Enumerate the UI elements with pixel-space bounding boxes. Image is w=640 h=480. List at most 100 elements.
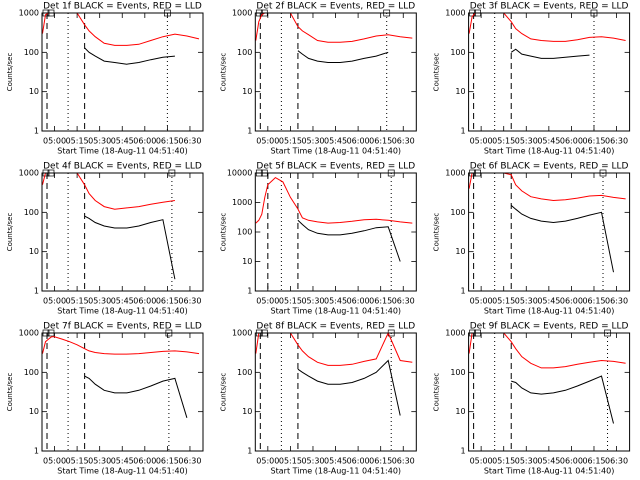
y-axis-label: Counts/sec <box>433 53 441 92</box>
x-tick-label: 05:45 <box>111 297 134 306</box>
y-tick-label: 1 <box>34 127 39 136</box>
y-tick-label: 1000 <box>445 329 465 338</box>
y-axis-label: Counts/sec <box>6 213 14 252</box>
x-axis-label: Start Time (18-Aug-11 04:51:40) <box>484 467 615 476</box>
x-tick-label: 05:30 <box>515 137 538 146</box>
y-tick-label: 1000 <box>232 198 252 207</box>
series-line <box>42 336 200 355</box>
x-tick-label: 06:00 <box>347 457 370 466</box>
chart-title: Det 2f BLACK = Events, RED = LLD <box>256 2 415 12</box>
x-tick-label: 06:00 <box>560 297 583 306</box>
y-tick-label: 1000 <box>445 169 465 178</box>
y-tick-label: 10 <box>455 407 465 416</box>
x-axis-label: Start Time (18-Aug-11 04:51:40) <box>484 147 615 156</box>
y-tick-label: 10 <box>242 87 252 96</box>
y-tick-label: 100 <box>237 368 252 377</box>
x-tick-label: 05:45 <box>324 137 347 146</box>
x-tick-label: 05:15 <box>66 297 89 306</box>
x-tick-label: 06:00 <box>133 297 156 306</box>
x-axis-label: Start Time (18-Aug-11 04:51:40) <box>271 467 402 476</box>
x-tick-label: 06:15 <box>156 457 179 466</box>
x-tick-label: 05:30 <box>88 297 111 306</box>
x-tick-label: 05:15 <box>66 137 89 146</box>
y-tick-label: 100 <box>237 48 252 57</box>
x-tick-label: 05:30 <box>88 137 111 146</box>
x-tick-label: 06:30 <box>392 137 415 146</box>
series-line <box>84 215 176 280</box>
x-tick-label: 05:00 <box>470 297 493 306</box>
x-tick-label: 05:00 <box>470 457 493 466</box>
x-tick-label: 06:00 <box>347 297 370 306</box>
y-tick-label: 1 <box>34 287 39 296</box>
y-axis-label: Counts/sec <box>433 213 441 252</box>
y-tick-label: 100 <box>24 208 39 217</box>
y-tick-label: 10 <box>242 257 252 266</box>
x-tick-label: 05:00 <box>256 137 279 146</box>
x-tick-label: 06:30 <box>392 457 415 466</box>
chart-title: Det 9f BLACK = Events, RED = LLD <box>470 322 629 332</box>
x-tick-label: 05:15 <box>279 297 302 306</box>
plot-frame <box>41 332 204 452</box>
series-line <box>510 205 614 273</box>
y-tick-label: 100 <box>450 48 465 57</box>
x-axis-label: Start Time (18-Aug-11 04:51:40) <box>271 307 402 316</box>
x-tick-label: 05:00 <box>43 137 66 146</box>
y-axis-label: Counts/sec <box>6 53 14 92</box>
x-tick-label: 05:45 <box>111 457 134 466</box>
x-tick-label: 06:00 <box>347 137 370 146</box>
x-tick-label: 05:30 <box>301 297 324 306</box>
plot-frame <box>468 332 631 452</box>
x-tick-label: 06:15 <box>156 297 179 306</box>
x-tick-label: 06:30 <box>605 457 628 466</box>
plot-frame <box>254 12 417 132</box>
x-tick-label: 06:30 <box>178 137 201 146</box>
x-tick-label: 06:30 <box>178 297 201 306</box>
plot-frame <box>254 332 417 452</box>
y-tick-label: 1 <box>461 287 466 296</box>
x-tick-label: 05:30 <box>301 137 324 146</box>
x-tick-label: 05:45 <box>537 137 560 146</box>
y-tick-label: 1 <box>461 127 466 136</box>
y-axis-label: Counts/sec <box>6 373 14 412</box>
x-tick-label: 05:15 <box>492 137 515 146</box>
y-tick-label: 100 <box>24 368 39 377</box>
y-tick-label: 10000 <box>227 169 252 178</box>
series-line <box>84 375 188 418</box>
chart-title: Det 5f BLACK = Events, RED = LLD <box>256 162 415 172</box>
series-line <box>84 47 175 65</box>
x-tick-label: 05:30 <box>88 457 111 466</box>
y-tick-label: 1 <box>34 447 39 456</box>
plot-frame <box>41 172 204 292</box>
x-tick-label: 05:00 <box>256 297 279 306</box>
chart-title: Det 8f BLACK = Events, RED = LLD <box>256 322 415 332</box>
x-tick-label: 05:30 <box>515 457 538 466</box>
x-tick-label: 05:30 <box>301 457 324 466</box>
chart-title: Det 1f BLACK = Events, RED = LLD <box>43 2 202 12</box>
x-tick-label: 06:15 <box>369 297 392 306</box>
x-tick-label: 06:30 <box>178 457 201 466</box>
series-line <box>255 176 413 224</box>
y-tick-label: 10 <box>29 407 39 416</box>
y-tick-label: 1000 <box>19 169 39 178</box>
x-tick-label: 06:15 <box>369 457 392 466</box>
chart-title: Det 4f BLACK = Events, RED = LLD <box>43 162 202 172</box>
y-tick-label: 1000 <box>19 9 39 18</box>
chart-title: Det 3f BLACK = Events, RED = LLD <box>470 2 629 12</box>
y-axis-label: Counts/sec <box>433 373 441 412</box>
x-tick-label: 06:15 <box>369 137 392 146</box>
x-tick-label: 06:15 <box>582 297 605 306</box>
x-tick-label: 06:15 <box>156 137 179 146</box>
y-tick-label: 1 <box>247 447 252 456</box>
x-tick-label: 05:15 <box>279 137 302 146</box>
x-tick-label: 05:15 <box>66 457 89 466</box>
y-axis-label: Counts/sec <box>219 373 227 412</box>
x-tick-label: 05:30 <box>515 297 538 306</box>
y-tick-label: 10 <box>242 407 252 416</box>
y-tick-label: 100 <box>450 368 465 377</box>
y-tick-label: 1 <box>461 447 466 456</box>
plot-frame <box>468 172 631 292</box>
x-tick-label: 06:15 <box>582 457 605 466</box>
x-tick-label: 06:30 <box>392 297 415 306</box>
